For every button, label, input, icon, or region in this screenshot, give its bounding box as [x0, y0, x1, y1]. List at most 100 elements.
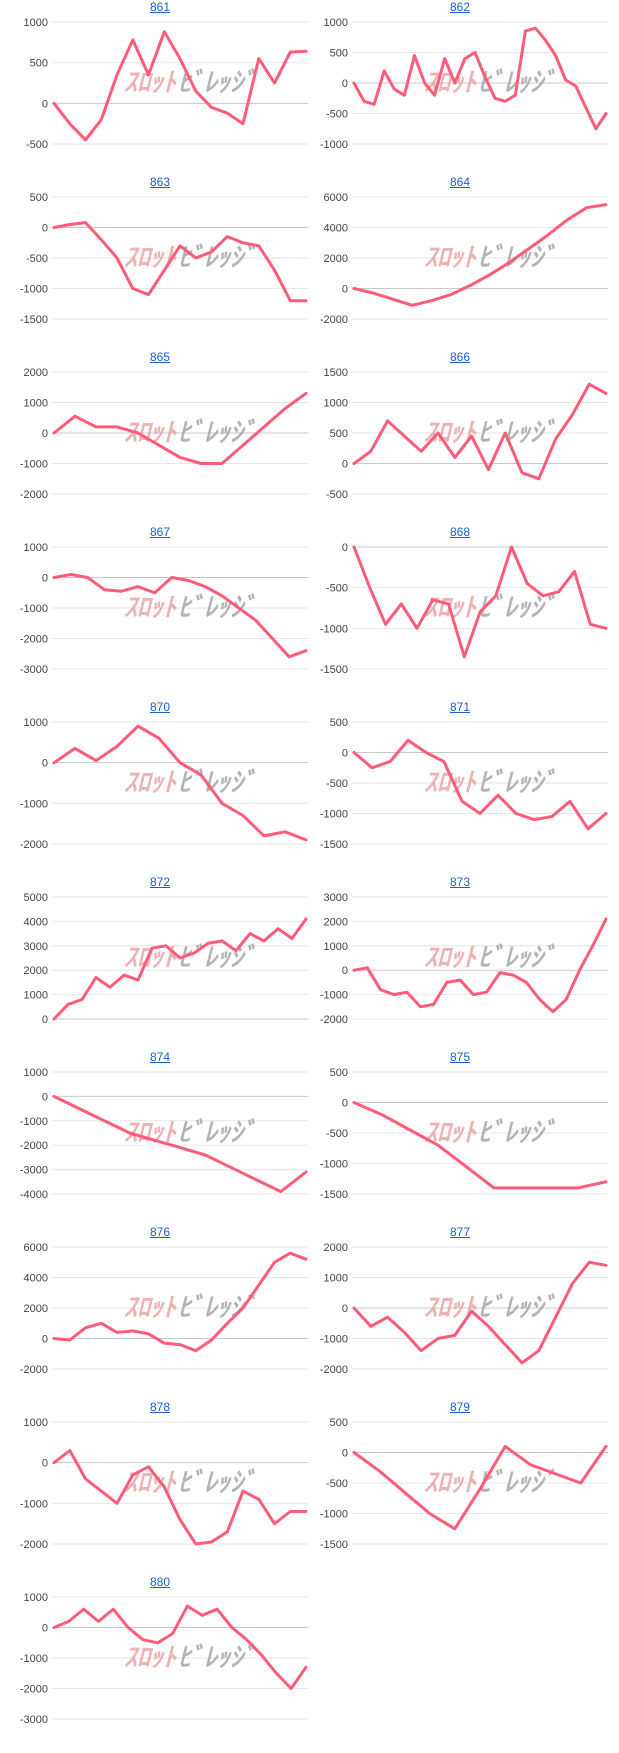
y-tick-label: 500: [330, 428, 348, 440]
y-tick-label: 0: [342, 748, 348, 760]
chart-title-link[interactable]: 868: [449, 525, 471, 539]
y-tick-label: 0: [342, 459, 348, 471]
watermark-left: ｽﾛｯﾄ: [124, 1293, 177, 1323]
y-tick-label: -1500: [320, 839, 348, 851]
y-tick-label: -1500: [320, 1539, 348, 1551]
y-tick-label: -1000: [320, 990, 348, 1002]
y-tick-label: -500: [326, 109, 348, 121]
series-line: [52, 1094, 308, 1194]
y-tick-label: 2000: [324, 916, 348, 928]
watermark-right: ﾋﾞﾚｯｼﾞ: [478, 418, 556, 448]
y-tick-label: -1000: [320, 1334, 348, 1346]
chart-866: 866 1500 1000 500 0 -500 ｽﾛｯﾄ ﾋﾞﾚｯｼﾞ: [310, 350, 610, 510]
watermark-left: ｽﾛｯﾄ: [124, 768, 177, 798]
chart-title-link[interactable]: 867: [149, 525, 171, 539]
chart-863: 863 500 0 -500 -1000 -1500 ｽﾛｯﾄ ﾋﾞﾚｯｼﾞ: [10, 175, 310, 335]
watermark-right: ﾋﾞﾚｯｼﾞ: [178, 1468, 256, 1498]
chart-878: 878 1000 0 -1000 -2000 ｽﾛｯﾄ ﾋﾞﾚｯｼﾞ: [10, 1400, 310, 1560]
watermark-right: ﾋﾞﾚｯｼﾞ: [178, 768, 256, 798]
y-tick-label: 4000: [24, 1273, 48, 1285]
y-tick-label: -1000: [20, 1116, 48, 1128]
chart-title-link[interactable]: 875: [449, 1050, 471, 1064]
chart-title-link[interactable]: 877: [449, 1225, 471, 1239]
y-tick-label: 500: [330, 48, 348, 60]
y-tick-label: 0: [42, 98, 48, 110]
watermark-right: ﾋﾞﾚｯｼﾞ: [478, 768, 556, 798]
y-tick-label: -1500: [20, 314, 48, 326]
chart-title-link[interactable]: 866: [449, 350, 471, 364]
chart-title-link[interactable]: 862: [449, 0, 471, 14]
watermark-right: ﾋﾞﾚｯｼﾞ: [178, 68, 256, 98]
watermark-left: ｽﾛｯﾄ: [124, 1643, 177, 1673]
y-tick-label: 500: [330, 717, 348, 729]
chart-872: 872 5000 4000 3000 2000 1000 0 ｽﾛｯﾄ ﾋﾞﾚｯｼﾞ: [10, 875, 310, 1035]
chart-title-link[interactable]: 870: [149, 700, 171, 714]
line-chart-svg: 3000 2000 1000 0 -1000 -2000 ｽﾛｯﾄ ﾋﾞﾚｯｼﾞ: [320, 892, 608, 1026]
y-tick-label: -500: [326, 489, 348, 501]
series-line: [352, 203, 608, 307]
line-chart-svg: 2000 1000 0 -1000 -2000 ｽﾛｯﾄ ﾋﾞﾚｯｼﾞ: [20, 367, 308, 501]
y-tick-label: 2000: [324, 253, 348, 265]
chart-title-link[interactable]: 861: [149, 0, 171, 14]
chart-title-link[interactable]: 874: [149, 1050, 171, 1064]
y-tick-label: -2000: [20, 489, 48, 501]
y-tick-label: 1000: [24, 1417, 48, 1429]
y-tick-label: -1000: [20, 1498, 48, 1510]
watermark-right: ﾋﾞﾚｯｼﾞ: [178, 943, 256, 973]
y-tick-label: 0: [342, 1448, 348, 1460]
y-tick-label: 1000: [324, 1273, 348, 1285]
chart-title-link[interactable]: 873: [449, 875, 471, 889]
chart-879: 879 500 0 -500 -1000 -1500 ｽﾛｯﾄ ﾋﾞﾚｯｼﾞ: [310, 1400, 610, 1560]
line-chart-svg: 1000 0 -1000 -2000 -3000 ｽﾛｯﾄ ﾋﾞﾚｯｼﾞ: [20, 1592, 308, 1726]
watermark-left: ｽﾛｯﾄ: [424, 1468, 477, 1498]
y-tick-label: -3000: [20, 1714, 48, 1726]
y-tick-label: 0: [42, 1458, 48, 1470]
chart-title-link[interactable]: 878: [149, 1400, 171, 1414]
chart-title-link[interactable]: 865: [149, 350, 171, 364]
chart-title-link[interactable]: 872: [149, 875, 171, 889]
y-tick-label: -1000: [20, 284, 48, 296]
y-tick-label: -500: [26, 253, 48, 265]
y-tick-label: 1000: [24, 990, 48, 1002]
y-tick-label: 0: [342, 284, 348, 296]
y-tick-label: 0: [342, 1303, 348, 1315]
y-tick-label: 500: [30, 192, 48, 204]
chart-862: 862 1000 500 0 -500 -1000 ｽﾛｯﾄ ﾋﾞﾚｯｼﾞ: [310, 0, 610, 160]
y-tick-label: 2000: [24, 1303, 48, 1315]
y-tick-label: -500: [26, 139, 48, 151]
y-tick-label: 1500: [324, 367, 348, 379]
series-line: [52, 221, 308, 303]
y-tick-label: 500: [330, 1417, 348, 1429]
chart-title-link[interactable]: 864: [449, 175, 471, 189]
chart-title-link[interactable]: 880: [149, 1575, 171, 1589]
chart-868: 868 0 -500 -1000 -1500 ｽﾛｯﾄ ﾋﾞﾚｯｼﾞ: [310, 525, 610, 685]
chart-873: 873 3000 2000 1000 0 -1000 -2000 ｽﾛｯﾄ ﾋﾞﾚｯｼﾞ: [310, 875, 610, 1035]
y-tick-label: 0: [42, 573, 48, 585]
line-chart-svg: 1500 1000 500 0 -500 ｽﾛｯﾄ ﾋﾞﾚｯｼﾞ: [324, 367, 608, 501]
series-line: [52, 573, 308, 659]
y-tick-label: 6000: [24, 1242, 48, 1254]
y-tick-label: 0: [342, 78, 348, 90]
y-tick-label: -500: [326, 1478, 348, 1490]
series-line: [352, 26, 608, 131]
series-line: [352, 1260, 608, 1365]
watermark-left: ｽﾛｯﾄ: [124, 243, 177, 273]
y-tick-label: 1000: [324, 398, 348, 410]
chart-title-link[interactable]: 863: [149, 175, 171, 189]
series-line: [52, 1604, 308, 1690]
y-tick-label: 500: [30, 58, 48, 70]
series-line: [352, 382, 608, 481]
chart-871: 871 500 0 -500 -1000 -1500 ｽﾛｯﾄ ﾋﾞﾚｯｼﾞ: [310, 700, 610, 860]
chart-title-link[interactable]: 876: [149, 1225, 171, 1239]
watermark-right: ﾋﾞﾚｯｼﾞ: [178, 1118, 256, 1148]
chart-title-link[interactable]: 879: [449, 1400, 471, 1414]
watermark-right: ﾋﾞﾚｯｼﾞ: [178, 593, 256, 623]
y-tick-label: -2000: [20, 1684, 48, 1696]
chart-title-link[interactable]: 871: [449, 700, 471, 714]
